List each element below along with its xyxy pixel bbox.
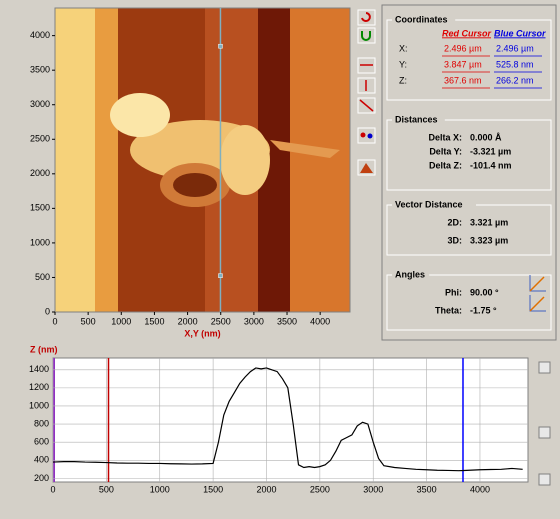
y-tick-label: 4000 (30, 30, 50, 40)
x-tick-label: 2500 (211, 316, 231, 326)
y-tick-label: 600 (34, 437, 49, 447)
y-tick-label: 1500 (30, 203, 50, 213)
x-tick-label: 0 (50, 484, 55, 494)
y-tick-label: 800 (34, 418, 49, 428)
x-tick-label: 4000 (310, 316, 330, 326)
group-title: Distances (395, 114, 438, 124)
y-tick-label: 2500 (30, 134, 50, 144)
x-tick-label: 1000 (150, 484, 170, 494)
group-title: Vector Distance (395, 199, 463, 209)
field-value: -1.75 ° (470, 305, 497, 315)
coordinate-value: 266.2 nm (496, 75, 534, 85)
cursor-marker (218, 273, 223, 278)
x-tick-label: 1500 (144, 316, 164, 326)
field-label: 2D: (447, 217, 462, 227)
coordinate-value: 2.496 µm (496, 43, 534, 53)
field-value: 3.323 µm (470, 235, 508, 245)
angle-icon (529, 296, 545, 312)
y-tick-label: 2000 (30, 168, 50, 178)
y-tick-label: 3000 (30, 99, 50, 109)
coordinate-label: X: (399, 43, 408, 53)
field-label: Delta X: (428, 132, 462, 142)
y-tick-label: 1000 (29, 400, 49, 410)
x-tick-label: 4000 (470, 484, 490, 494)
y-tick-label: 1000 (30, 237, 50, 247)
coordinate-value: 2.496 µm (444, 43, 482, 53)
x-tick-label: 500 (81, 316, 96, 326)
x-tick-label: 2000 (256, 484, 276, 494)
y-tick-label: 200 (34, 473, 49, 483)
scroll-button[interactable] (538, 473, 551, 486)
x-tick-label: 500 (99, 484, 114, 494)
x-axis-label: X,Y (nm) (184, 328, 220, 338)
y-axis-label: Z (nm) (30, 344, 58, 354)
tool-button[interactable] (357, 9, 376, 26)
cursor-header: Red Cursor (442, 28, 492, 38)
coordinate-label: Y: (399, 59, 407, 69)
field-value: 90.00 ° (470, 287, 499, 297)
group-title-bg (392, 14, 456, 26)
field-value: -101.4 nm (470, 160, 512, 170)
image-frame (54, 7, 351, 313)
field-value: 3.321 µm (470, 217, 508, 227)
field-label: Delta Z: (429, 160, 462, 170)
cursor-header: Blue Cursor (494, 28, 546, 38)
cursor-marker (218, 43, 223, 49)
group-title-bg (392, 269, 430, 281)
coordinate-label: Z: (399, 75, 407, 85)
x-tick-label: 3000 (363, 484, 383, 494)
group-title-bg (392, 199, 476, 211)
group-title: Coordinates (395, 14, 448, 24)
coordinate-value: 3.847 µm (444, 59, 482, 69)
toolbar (357, 9, 376, 176)
field-label: 3D: (447, 235, 462, 245)
tool-button[interactable] (357, 127, 376, 144)
x-tick-label: 3000 (244, 316, 264, 326)
coordinate-value: 367.6 nm (444, 75, 482, 85)
field-value: -3.321 µm (470, 146, 511, 156)
profile-line (52, 367, 523, 472)
field-label: Phi: (445, 287, 462, 297)
info-panel (381, 4, 557, 341)
scroll-button[interactable] (538, 361, 551, 374)
y-tick-label: 500 (35, 272, 50, 282)
y-tick-label: 400 (34, 455, 49, 465)
x-tick-label: 2000 (178, 316, 198, 326)
scroll-buttons (538, 361, 551, 486)
x-tick-label: 3500 (277, 316, 297, 326)
field-value: 0.000 Å (470, 132, 502, 142)
height-map (55, 8, 350, 312)
profile-plot-area (52, 357, 529, 483)
scroll-button[interactable] (538, 426, 551, 439)
coordinate-value: 525.8 nm (496, 59, 534, 69)
x-tick-label: 2500 (310, 484, 330, 494)
x-tick-label: 1500 (203, 484, 223, 494)
y-tick-label: 0 (45, 306, 50, 316)
group-title-bg (392, 114, 445, 126)
group-title: Angles (395, 269, 425, 279)
y-tick-label: 1400 (29, 364, 49, 374)
y-tick-label: 3500 (30, 65, 50, 75)
x-tick-label: 0 (52, 316, 57, 326)
angle-icon (529, 276, 545, 292)
field-label: Theta: (435, 305, 462, 315)
x-tick-label: 1000 (111, 316, 131, 326)
x-tick-label: 3500 (417, 484, 437, 494)
y-tick-label: 1200 (29, 382, 49, 392)
field-label: Delta Y: (429, 146, 462, 156)
